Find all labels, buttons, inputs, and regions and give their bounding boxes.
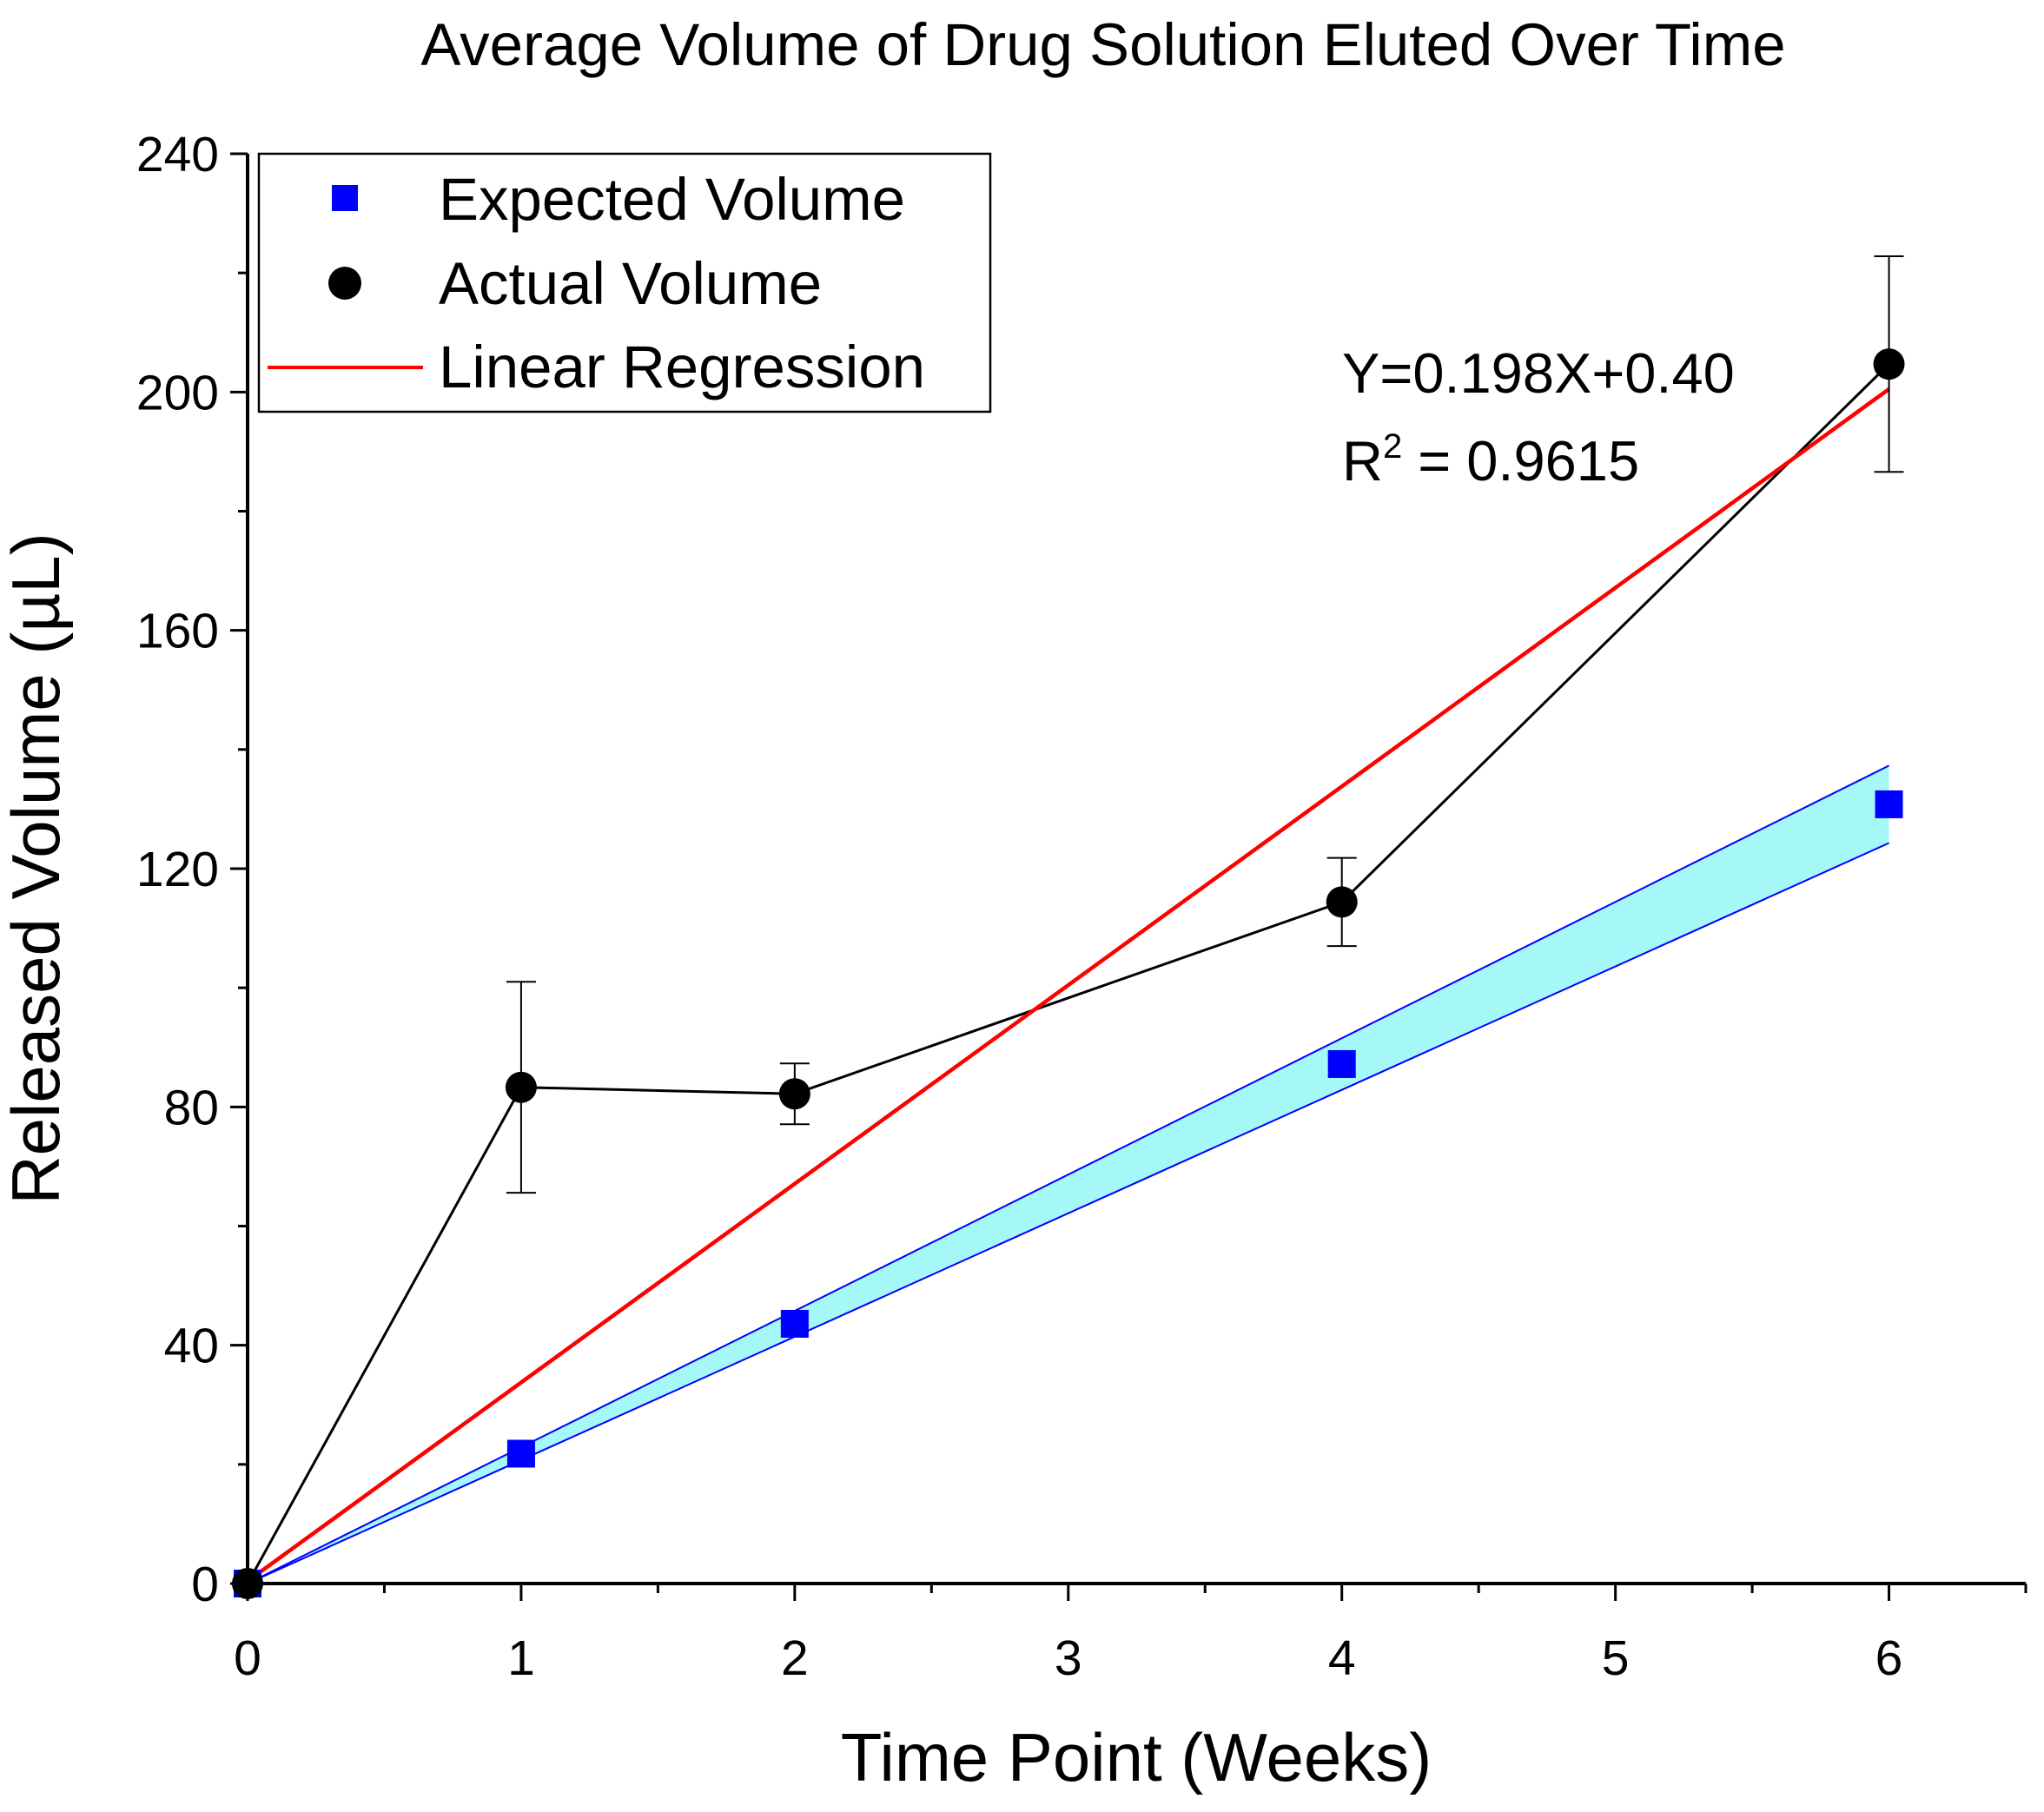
y-tick-label: 0 bbox=[191, 1557, 219, 1612]
actual-volume-point bbox=[1873, 348, 1905, 380]
ticks-group: 0 1 2 3 4 5 6 0 40 80 120 160 200 240 bbox=[136, 127, 2027, 1686]
y-tick-label: 160 bbox=[136, 604, 219, 659]
legend-expected-label: Expected Volume bbox=[439, 166, 905, 233]
legend-expected-marker bbox=[332, 185, 358, 211]
expected-volume-point bbox=[1327, 1049, 1356, 1078]
x-tick-label: 3 bbox=[1055, 1630, 1082, 1686]
actual-volume-point bbox=[1326, 886, 1358, 918]
band-lower-edge bbox=[247, 842, 1889, 1584]
y-tick-label: 200 bbox=[136, 365, 219, 420]
band-upper-edge bbox=[247, 764, 1889, 1584]
y-axis-label: Released Volume (µL) bbox=[0, 532, 74, 1204]
actual-volume-point bbox=[505, 1071, 537, 1103]
expected-volume-point bbox=[506, 1439, 535, 1468]
actual-volume-point bbox=[778, 1078, 810, 1110]
x-tick-label: 1 bbox=[507, 1630, 535, 1686]
y-tick-label: 120 bbox=[136, 842, 219, 897]
r-squared-label: R2 = 0.9615 bbox=[1342, 427, 1639, 493]
y-tick-label: 240 bbox=[136, 127, 219, 182]
y-tick-label: 40 bbox=[164, 1319, 219, 1374]
confidence-band-group bbox=[247, 764, 1889, 1584]
x-tick-label: 4 bbox=[1328, 1630, 1356, 1686]
linear-regression-line bbox=[246, 387, 1890, 1584]
legend-actual-label: Actual Volume bbox=[439, 250, 822, 317]
legend-regression-label: Linear Regression bbox=[439, 334, 925, 400]
legend: Expected Volume Actual Volume Linear Reg… bbox=[257, 152, 992, 413]
x-tick-label: 6 bbox=[1875, 1630, 1903, 1686]
y-tick-label: 80 bbox=[164, 1080, 219, 1135]
x-tick-label: 2 bbox=[781, 1630, 809, 1686]
chart-title: Average Volume of Drug Solution Eluted O… bbox=[420, 11, 1785, 78]
expected-volume-point bbox=[780, 1309, 809, 1338]
regression-equation: Y=0.198X+0.40 bbox=[1342, 341, 1735, 405]
x-tick-label: 5 bbox=[1602, 1630, 1630, 1686]
series-lines-group bbox=[246, 363, 1890, 1584]
expected-volume-point bbox=[1875, 790, 1903, 818]
x-tick-label: 0 bbox=[234, 1630, 261, 1686]
x-axis-label: Time Point (Weeks) bbox=[841, 1719, 1432, 1795]
legend-actual-marker bbox=[328, 267, 361, 300]
